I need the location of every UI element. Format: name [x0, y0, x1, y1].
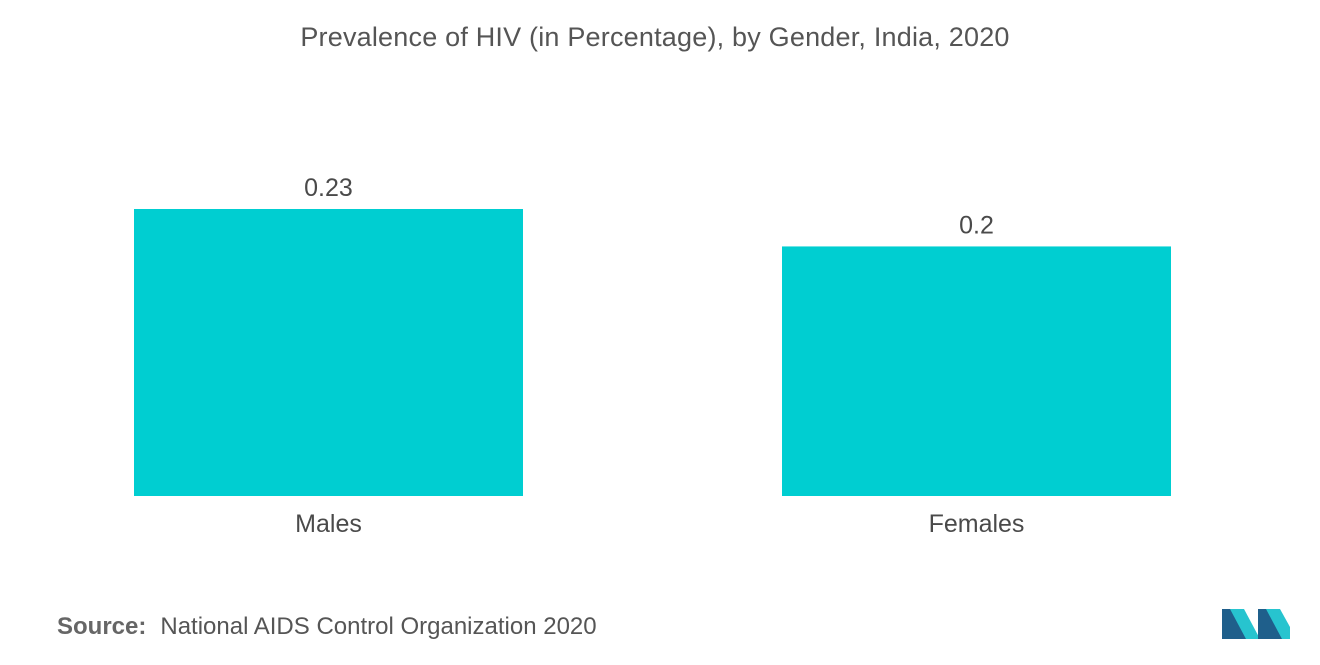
source-text: National AIDS Control Organization 2020 — [160, 613, 597, 640]
source-note: Source: National AIDS Control Organizatio… — [57, 613, 597, 641]
bar-females — [782, 246, 1171, 496]
source-label: Source: — [57, 613, 147, 640]
chart-title: Prevalence of HIV (in Percentage), by Ge… — [300, 22, 1010, 52]
bar-males — [134, 209, 523, 496]
data-label-females: 0.2 — [959, 211, 994, 239]
data-label-males: 0.23 — [304, 174, 353, 202]
category-label-males: Males — [295, 510, 362, 538]
category-label-females: Females — [929, 510, 1025, 538]
brand-logo-icon — [1222, 609, 1290, 639]
